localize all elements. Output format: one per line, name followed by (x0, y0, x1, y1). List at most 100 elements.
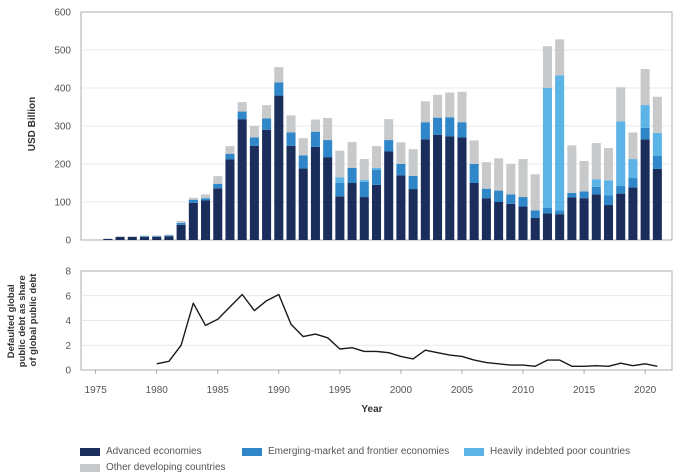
bar-emerging (640, 127, 650, 140)
bottom-line-series (156, 293, 658, 367)
bar-hipc (359, 179, 369, 182)
bar-advanced (506, 203, 516, 240)
bar-emerging (506, 194, 516, 204)
bar-emerging (164, 235, 174, 237)
bar-hipc (371, 167, 382, 170)
bar-emerging (420, 122, 430, 140)
bar-hipc (591, 179, 601, 187)
bar-advanced (115, 236, 125, 240)
bar-emerging (628, 178, 638, 188)
bar-emerging (298, 155, 308, 169)
x-tick-label: 2010 (512, 385, 535, 396)
bar-advanced (591, 194, 601, 240)
bar-other (201, 194, 211, 199)
bar-emerging (457, 122, 467, 138)
bar-other (481, 162, 491, 189)
bar-other (286, 115, 296, 133)
bottom-y-tick-label: 0 (65, 366, 71, 377)
bar-advanced (481, 198, 491, 240)
bar-emerging (530, 210, 540, 218)
bar-advanced (420, 139, 430, 240)
legend-swatch-emerging (242, 447, 262, 456)
bar-hipc (652, 132, 662, 156)
legend-item-hipc: Heavily indebted poor countries (464, 446, 630, 457)
bar-emerging (384, 140, 394, 152)
bar-other (298, 138, 308, 156)
bar-other (567, 145, 577, 193)
bar-other (371, 146, 382, 168)
bar-advanced (262, 129, 272, 240)
bar-advanced (347, 183, 357, 240)
bar-emerging (188, 199, 198, 203)
bar-other (164, 234, 174, 236)
x-tick-label: 2015 (573, 385, 596, 396)
legend-swatch-other (80, 463, 100, 472)
bar-other (347, 141, 357, 168)
bottom-y-axis-label: Defaulted global public debt as share of… (6, 273, 39, 368)
x-tick-label: 1980 (146, 385, 169, 396)
bar-advanced (249, 145, 259, 240)
bottom-y-tick-label: 8 (65, 267, 71, 278)
bar-other (323, 118, 333, 141)
bar-other (396, 142, 406, 164)
bar-advanced (445, 136, 455, 240)
bar-emerging (286, 132, 296, 146)
bar-advanced (652, 168, 662, 240)
x-axis-label: Year (361, 404, 382, 415)
bar-other (603, 148, 614, 181)
bar-emerging (518, 197, 528, 207)
bar-emerging (176, 222, 186, 225)
bar-advanced (518, 206, 528, 240)
bar-other (237, 102, 247, 112)
bar-advanced (310, 146, 320, 240)
bar-advanced (616, 193, 626, 240)
x-tick-label: 1990 (268, 385, 291, 396)
bar-emerging (335, 183, 345, 197)
bar-emerging (347, 167, 357, 183)
bar-advanced (225, 159, 235, 240)
bar-hipc (555, 75, 565, 211)
bar-other (469, 140, 479, 164)
bar-other (188, 197, 198, 200)
bar-other (359, 159, 369, 180)
top-y-axis-label: USD Billion (27, 97, 38, 151)
bar-other (262, 105, 272, 119)
top-y-tick-label: 0 (65, 236, 71, 247)
bar-advanced (323, 157, 333, 240)
bar-other (139, 235, 150, 237)
bar-other (420, 101, 430, 123)
legend-label-hipc: Heavily indebted poor countries (490, 446, 631, 457)
bar-emerging (494, 190, 504, 202)
bar-emerging (323, 140, 333, 158)
top-y-tick-label: 400 (54, 84, 71, 95)
bar-advanced (286, 145, 296, 240)
bar-other (457, 91, 467, 123)
bar-advanced (494, 202, 504, 240)
bar-advanced (603, 205, 614, 240)
x-tick-label: 1985 (207, 385, 230, 396)
bar-advanced (555, 214, 565, 240)
x-tick-label: 1975 (85, 385, 108, 396)
bar-other (274, 67, 284, 83)
bar-advanced (542, 213, 552, 240)
bar-other (225, 146, 235, 154)
bar-other (408, 149, 418, 176)
bar-advanced (213, 188, 223, 240)
bar-other (115, 236, 125, 237)
bar-hipc (616, 121, 626, 187)
bar-advanced (335, 196, 345, 240)
x-tick-label: 1995 (329, 385, 352, 396)
bar-other (445, 92, 455, 118)
legend: Advanced economies Emerging-market and f… (80, 440, 680, 476)
bar-emerging (579, 191, 589, 199)
bar-advanced (408, 189, 418, 240)
bottom-gridlines (80, 270, 673, 371)
x-tick-label: 2005 (451, 385, 474, 396)
bottom-y-tick-label: 4 (65, 316, 71, 327)
bar-hipc (640, 105, 650, 128)
legend-label-advanced: Advanced economies (106, 446, 202, 457)
bottom-y-axis-label-line-2: public debt as share (17, 275, 28, 367)
legend-item-advanced: Advanced economies (80, 446, 202, 457)
legend-item-emerging: Emerging-market and frontier economies (242, 446, 449, 457)
bar-advanced (274, 95, 284, 240)
